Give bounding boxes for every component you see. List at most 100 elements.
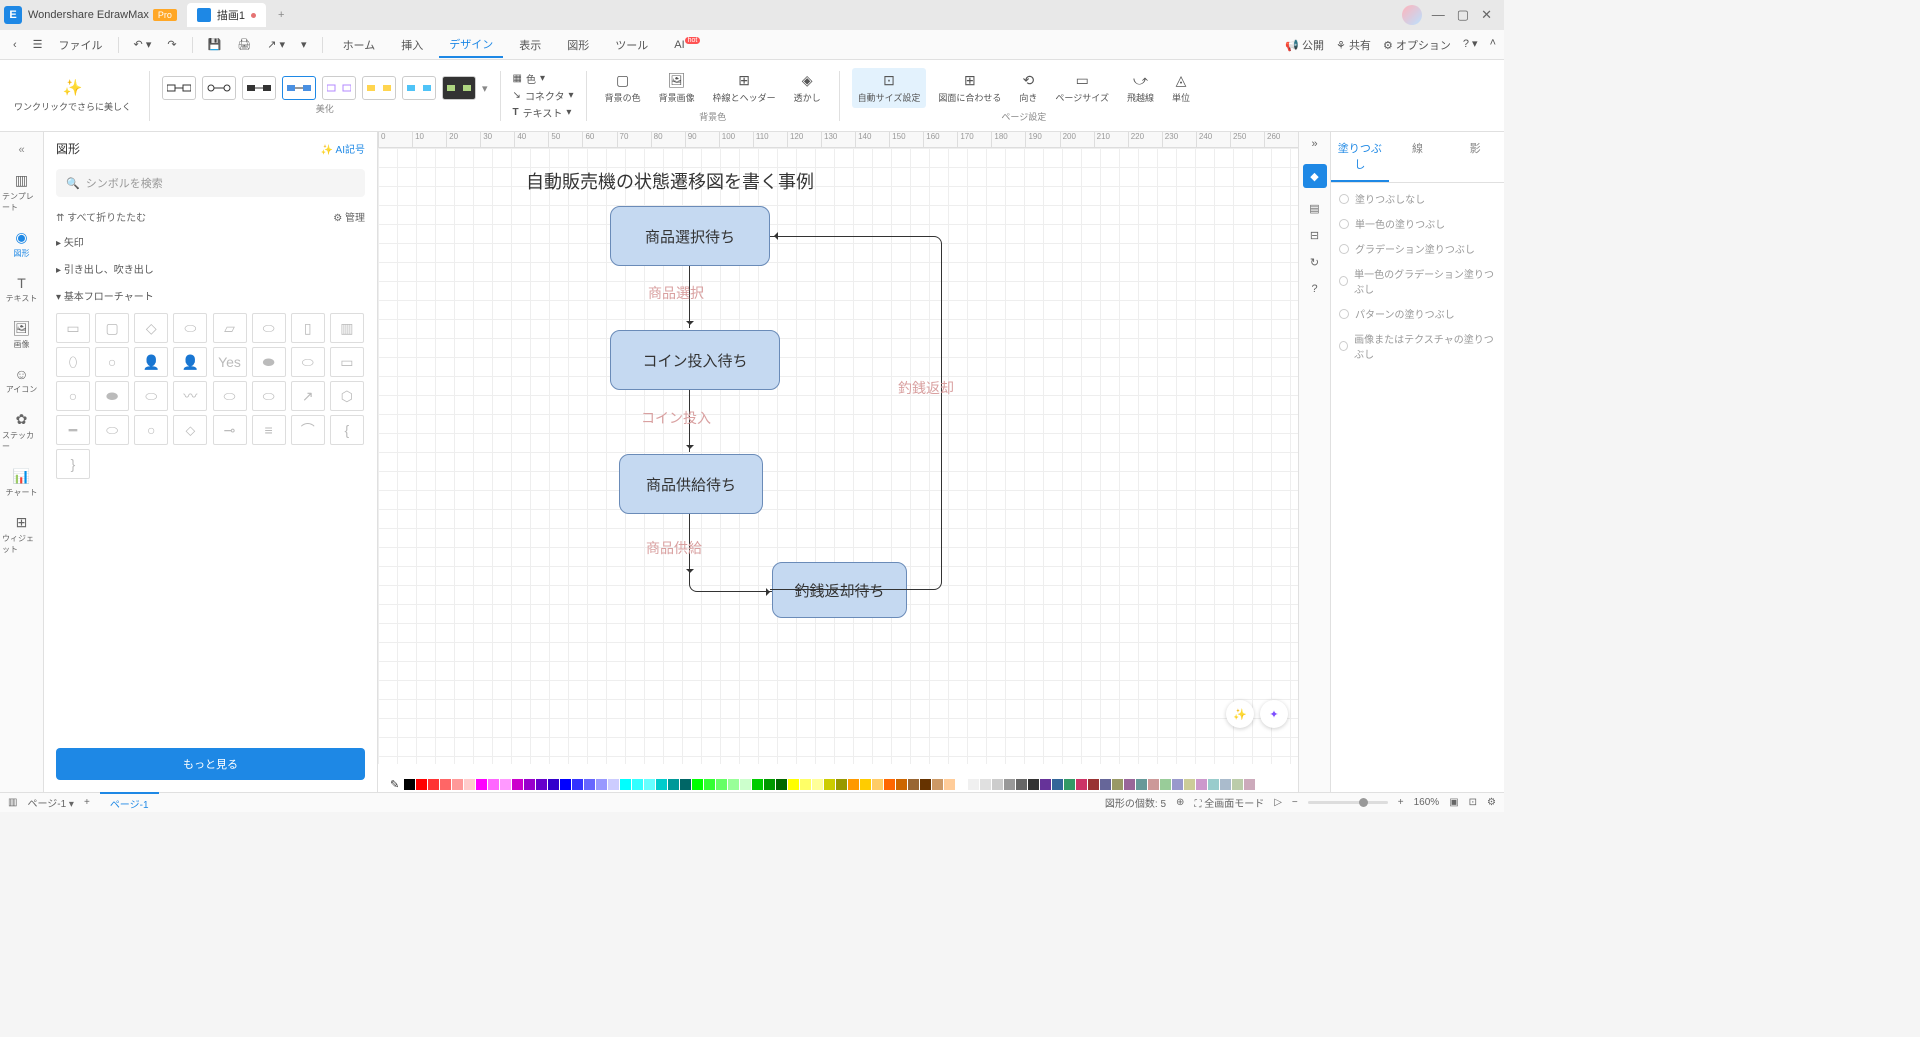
color-swatch[interactable]	[572, 779, 583, 790]
color-swatch[interactable]	[500, 779, 511, 790]
fill-option[interactable]: 単一色の塗りつぶし	[1339, 216, 1496, 231]
bg-color-button[interactable]: ▢背景の色	[599, 68, 647, 108]
edge-label[interactable]: 釣銭返却	[898, 378, 954, 398]
color-swatch[interactable]	[476, 779, 487, 790]
color-swatch[interactable]	[1076, 779, 1087, 790]
publish-button[interactable]: 📢 公開	[1285, 37, 1324, 53]
color-swatch[interactable]	[1064, 779, 1075, 790]
section-arrow[interactable]: ▸ 矢印	[44, 228, 377, 255]
zoom-in-button[interactable]: +	[1398, 797, 1404, 808]
color-swatch[interactable]	[1100, 779, 1111, 790]
color-swatch[interactable]	[824, 779, 835, 790]
canvas[interactable]: ✨ ✦ 自動販売機の状態遷移図を書く事例商品選択待ちコイン投入待ち商品供給待ち釣…	[378, 148, 1298, 764]
zoom-slider[interactable]	[1308, 801, 1388, 804]
fit-icon[interactable]: ⊕	[1176, 797, 1184, 808]
color-swatch[interactable]	[620, 779, 631, 790]
collapse-left-button[interactable]: «	[12, 138, 30, 162]
color-swatch[interactable]	[1028, 779, 1039, 790]
unit-button[interactable]: ◬単位	[1166, 68, 1196, 108]
more-shapes-button[interactable]: もっと見る	[56, 748, 365, 780]
fill-option[interactable]: 画像またはテクスチャの塗りつぶし	[1339, 331, 1496, 361]
color-swatch[interactable]	[728, 779, 739, 790]
theme-preset-5[interactable]	[322, 76, 356, 100]
header-button[interactable]: ⊞枠線とヘッダー	[707, 68, 782, 108]
color-swatch[interactable]	[812, 779, 823, 790]
more-icon[interactable]: ▾	[296, 35, 312, 54]
color-swatch[interactable]	[788, 779, 799, 790]
fill-tool-icon[interactable]: ◆	[1303, 164, 1327, 188]
rail-text[interactable]: Tテキスト	[0, 269, 43, 310]
help-button[interactable]: ? ▾	[1463, 37, 1478, 53]
color-swatch[interactable]	[944, 779, 955, 790]
shape-stencil[interactable]: ⬡	[330, 381, 364, 411]
color-swatch[interactable]	[632, 779, 643, 790]
rail-icon[interactable]: ☺アイコン	[0, 360, 43, 401]
color-swatch[interactable]	[956, 779, 967, 790]
shape-stencil[interactable]: ⬭	[252, 313, 286, 343]
connector-arrow[interactable]	[689, 576, 772, 592]
color-swatch[interactable]	[752, 779, 763, 790]
zoom-out-button[interactable]: −	[1292, 797, 1298, 808]
color-swatch[interactable]	[1184, 779, 1195, 790]
color-swatch[interactable]	[452, 779, 463, 790]
flowchart-node[interactable]: 商品供給待ち	[619, 454, 763, 514]
color-swatch[interactable]	[1160, 779, 1171, 790]
color-swatch[interactable]	[416, 779, 427, 790]
color-swatch[interactable]	[920, 779, 931, 790]
fit-page-icon[interactable]: ▣	[1449, 797, 1458, 808]
section-flowchart[interactable]: ▾ 基本フローチャート	[44, 282, 377, 309]
theme-preset-2[interactable]	[202, 76, 236, 100]
theme-preset-3[interactable]	[242, 76, 276, 100]
share-button[interactable]: ⚘ 共有	[1336, 37, 1371, 53]
options-button[interactable]: ⚙ オプション	[1383, 37, 1451, 53]
edge-label[interactable]: コイン投入	[641, 408, 711, 428]
color-swatch[interactable]	[1136, 779, 1147, 790]
rail-chart[interactable]: 📊チャート	[0, 462, 43, 504]
color-swatch[interactable]	[428, 779, 439, 790]
user-avatar[interactable]	[1402, 5, 1422, 25]
shape-stencil[interactable]: ○	[95, 347, 129, 377]
tab-shape[interactable]: 図形	[557, 33, 599, 57]
beautify-button[interactable]: ✨ ワンクリックでさらに美しく	[8, 74, 137, 117]
rail-widget[interactable]: ⊞ウィジェット	[0, 508, 43, 561]
shape-stencil[interactable]: ⬭	[252, 381, 286, 411]
shape-stencil[interactable]: ⬭	[95, 415, 129, 445]
jumpline-button[interactable]: ⤻飛越線	[1121, 68, 1160, 108]
close-button[interactable]: ✕	[1481, 7, 1492, 23]
color-swatch[interactable]	[548, 779, 559, 790]
color-swatch[interactable]	[524, 779, 535, 790]
color-swatch[interactable]	[1124, 779, 1135, 790]
color-dropdown[interactable]: ▦ 色 ▾	[513, 71, 574, 86]
rail-template[interactable]: ▥テンプレート	[0, 166, 43, 219]
fullscreen-button[interactable]: ⛶ 全画面モード	[1194, 795, 1264, 810]
shape-stencil[interactable]: ⬦	[173, 415, 207, 445]
color-swatch[interactable]	[464, 779, 475, 790]
document-tab[interactable]: 描画1	[187, 3, 266, 27]
color-swatch[interactable]	[512, 779, 523, 790]
tab-shadow[interactable]: 影	[1446, 132, 1504, 182]
flowchart-node[interactable]: コイン投入待ち	[610, 330, 780, 390]
canvas-area[interactable]: 0102030405060708090100110120130140150160…	[378, 132, 1298, 792]
color-swatch[interactable]	[1232, 779, 1243, 790]
shape-stencil[interactable]: 👤	[134, 347, 168, 377]
fill-option[interactable]: 単一色のグラデーション塗りつぶし	[1339, 266, 1496, 296]
expand-right-button[interactable]: »	[1311, 138, 1317, 150]
shape-stencil[interactable]: 〰	[173, 381, 207, 411]
color-swatch[interactable]	[860, 779, 871, 790]
print-icon[interactable]: 🖨	[232, 35, 256, 54]
color-swatch[interactable]	[716, 779, 727, 790]
color-swatch[interactable]	[836, 779, 847, 790]
color-swatch[interactable]	[596, 779, 607, 790]
presentation-icon[interactable]: ▷	[1274, 797, 1282, 808]
tab-home[interactable]: ホーム	[333, 33, 386, 57]
fill-option[interactable]: 塗りつぶしなし	[1339, 191, 1496, 206]
color-swatch[interactable]	[884, 779, 895, 790]
color-swatch[interactable]	[560, 779, 571, 790]
color-swatch[interactable]	[1148, 779, 1159, 790]
shape-stencil[interactable]: ⬬	[252, 347, 286, 377]
rail-image[interactable]: 🖼画像	[0, 314, 43, 356]
color-swatch[interactable]	[992, 779, 1003, 790]
shape-stencil[interactable]: ⊸	[213, 415, 247, 445]
theme-preset-4[interactable]	[282, 76, 316, 100]
collapse-all-button[interactable]: ⇈ すべて折りたたむ	[56, 209, 146, 224]
